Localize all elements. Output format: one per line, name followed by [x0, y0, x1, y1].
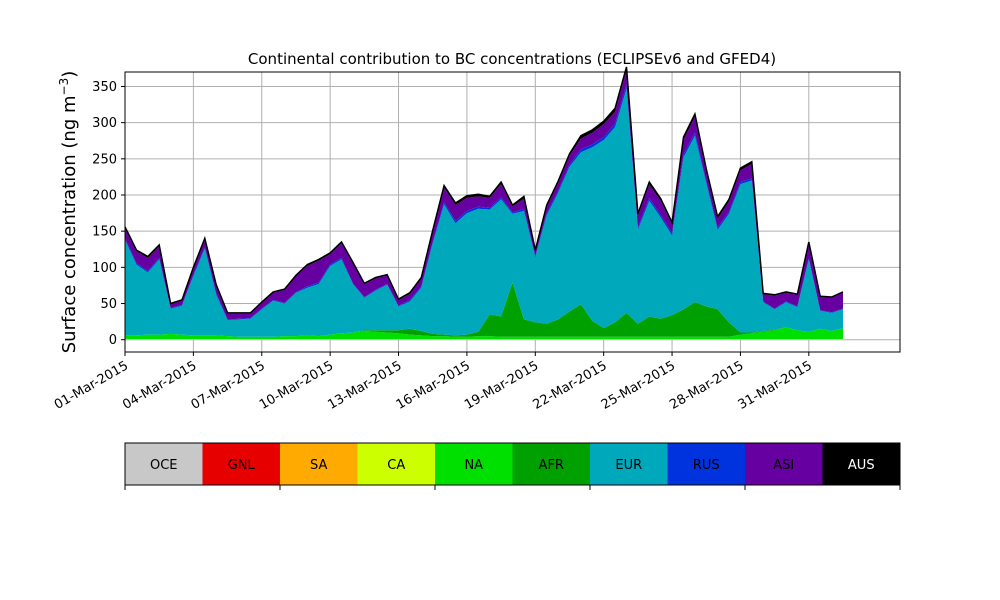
colorbar-swatch-eur: [590, 443, 668, 485]
colorbar-legend: OCE GNL SA CA NA AFR EUR RUS ASI AUS: [124, 442, 901, 490]
colorbar-swatch-afr: [512, 443, 590, 485]
plot-area: [124, 66, 844, 340]
y-tick-label: 300: [92, 116, 117, 131]
y-axis-label-exponent: −3: [57, 78, 71, 96]
y-axis-label: Surface concentration (ng m−3): [57, 71, 80, 354]
x-tick-label: 01-Mar-2015: [52, 358, 131, 412]
colorbar-frame: [124, 442, 901, 486]
colorbar-label-sa: SA: [310, 458, 327, 473]
colorbar-label-na: NA: [464, 458, 483, 473]
colorbar-swatch-oce: [125, 443, 203, 485]
area-afr: [125, 282, 843, 337]
y-tick-label: 100: [92, 261, 117, 276]
colorbar-label-afr: AFR: [539, 458, 564, 473]
colorbar-label-gnl: GNL: [228, 458, 256, 473]
colorbar-label-aus: AUS: [848, 458, 875, 473]
colorbar-swatch-na: [435, 443, 513, 485]
total-line: [124, 66, 844, 314]
chart-title: Continental contribution to BC concentra…: [248, 50, 776, 68]
area-eur: [125, 88, 843, 337]
area-oce: [125, 339, 843, 340]
y-tick-label: 50: [100, 297, 117, 312]
colorbar-label-ca: CA: [387, 458, 405, 473]
y-tick-label: 150: [92, 225, 117, 240]
colorbar-swatch-gnl: [202, 443, 280, 485]
y-tick-label: 250: [92, 152, 117, 167]
x-tick-label: 13-Mar-2015: [325, 358, 404, 412]
x-tick-label: 19-Mar-2015: [462, 358, 541, 412]
colorbar-swatch-aus: [822, 443, 900, 485]
y-tick-label: 350: [92, 80, 117, 95]
colorbar-swatch-asi: [745, 443, 823, 485]
y-tick-label: 0: [109, 333, 117, 348]
x-tick-label: 28-Mar-2015: [667, 358, 746, 412]
x-tick-label: 10-Mar-2015: [257, 358, 336, 412]
colorbar-label-rus: RUS: [693, 458, 720, 473]
x-tick-label: 31-Mar-2015: [736, 358, 815, 412]
colorbar-label-eur: EUR: [615, 458, 642, 473]
colorbar-label-asi: ASI: [773, 458, 794, 473]
x-tick-label: 04-Mar-2015: [120, 358, 199, 412]
colorbar-swatch-ca: [357, 443, 435, 485]
colorbar-swatch-sa: [280, 443, 358, 485]
x-tick-label: 16-Mar-2015: [394, 358, 473, 412]
colorbar-swatch-rus: [667, 443, 745, 485]
colorbar-label-oce: OCE: [150, 458, 178, 473]
area-na: [125, 327, 843, 339]
x-tick-label: 07-Mar-2015: [189, 358, 268, 412]
plot-frame: [124, 71, 901, 353]
x-tick-label: 22-Mar-2015: [531, 358, 610, 412]
y-tick-label: 200: [92, 188, 117, 203]
x-tick-label: 25-Mar-2015: [599, 358, 678, 412]
